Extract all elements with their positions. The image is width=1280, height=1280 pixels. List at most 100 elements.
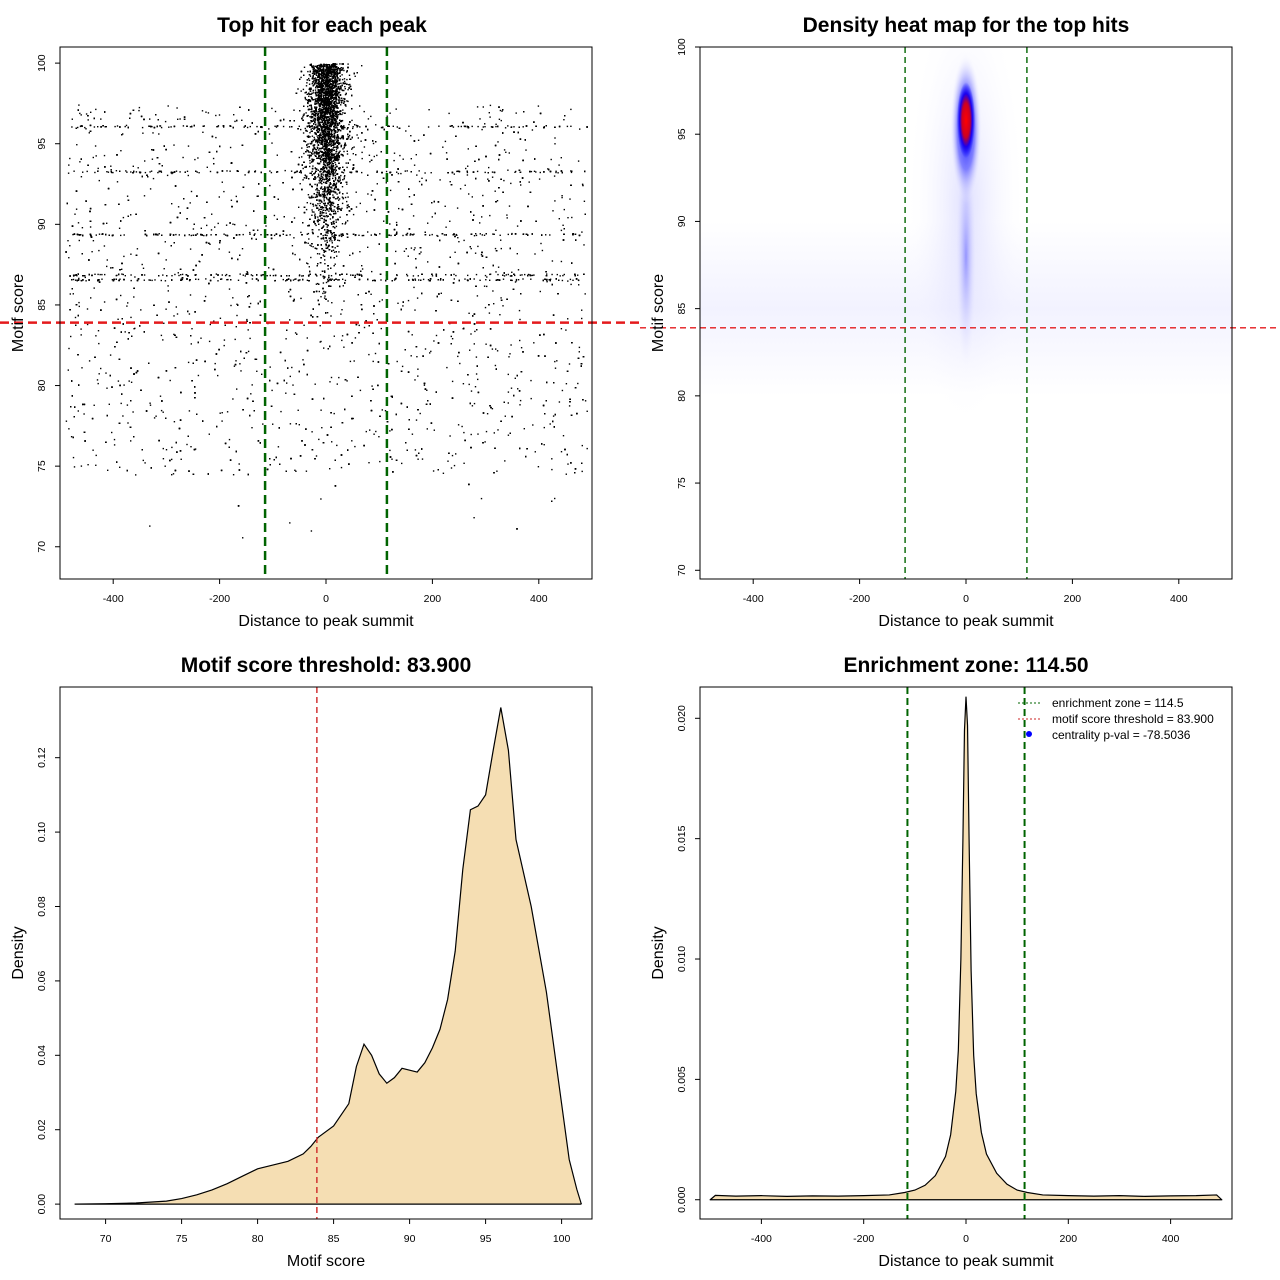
scatter-point [505,151,507,153]
scatter-point [318,290,320,293]
scatter-point [332,204,334,206]
scatter-point [280,410,282,413]
scatter-point [117,380,120,382]
scatter-point [517,279,520,281]
scatter-point [531,274,534,277]
scatter-point [320,296,322,298]
scatter-point [331,168,333,171]
scatter-point [507,402,509,404]
scatter-point [567,463,569,465]
scatter-point [275,126,278,128]
scatter-point [381,299,383,301]
scatter-point [324,263,326,265]
scatter-point [189,248,192,250]
scatter-point [429,352,431,354]
scatter-point [325,196,328,199]
scatter-point [331,232,333,235]
scatter-point [371,385,373,387]
scatter-point [313,136,315,139]
scatter-point [404,170,406,172]
scatter-point [467,274,469,277]
scatter-point [294,469,296,471]
scatter-point [313,128,315,130]
scatter-point [327,87,330,90]
scatter-point [332,177,334,180]
scatter-point [330,138,332,141]
scatter-point [242,233,244,236]
scatter-point [325,214,328,217]
scatter-point [317,124,319,126]
scatter-point [344,82,347,84]
scatter-point [313,146,315,148]
scatter-point [309,165,311,168]
scatter-point [334,171,337,173]
scatter-point [326,312,329,314]
scatter-point [429,234,431,236]
scatter-point [376,154,378,157]
scatter-point [311,135,314,137]
scatter-point [325,127,327,130]
scatter-point [346,204,348,207]
scatter-point [329,381,331,383]
scatter-point [516,225,519,227]
scatter-point [374,352,377,355]
scatter-point [315,110,318,113]
scatter-point [344,279,347,282]
scatter-point [335,183,337,186]
scatter-point [152,177,155,180]
scatter-point [169,379,171,382]
scatter-point [335,149,338,151]
scatter-point [582,184,584,186]
scatter-point [188,313,191,315]
scatter-point [316,146,319,148]
scatter-point [224,234,227,236]
scatter-point [514,281,517,283]
scatter-point [210,229,213,231]
scatter-point [344,142,346,144]
scatter-point [68,164,70,166]
scatter-point [581,444,583,447]
scatter-point [457,355,459,358]
scatter-point [100,118,102,120]
scatter-point [307,242,309,244]
scatter-point [337,113,340,116]
scatter-point [407,299,410,302]
scatter-point [160,126,163,129]
scatter-point [320,156,323,158]
scatter-point [521,274,523,276]
scatter-point [475,273,478,276]
scatter-point [308,77,310,80]
scatter-point [335,163,337,166]
scatter-point [414,247,416,249]
scatter-point [135,474,137,476]
scatter-point [323,277,325,280]
scatter-point [457,125,460,128]
scatter-point [358,324,360,327]
scatter-point [334,198,337,200]
scatter-point [571,216,573,219]
scatter-point [510,182,512,185]
scatter-point [325,138,327,140]
scatter-point [221,181,223,183]
scatter-point [566,125,569,128]
scatter-point [330,154,333,156]
scatter-point [560,260,563,263]
scatter-point [133,296,135,298]
scatter-point [389,449,391,452]
scatter-point [67,240,69,242]
scatter-point [324,64,327,66]
scatter-point [388,125,390,127]
scatter-point [546,279,548,282]
scatter-point [335,136,338,138]
scatter-point [332,106,334,108]
scatter-point [426,428,428,430]
scatter-point [326,80,329,82]
scatter-point [274,110,277,113]
scatter-point [524,273,526,276]
scatter-point [453,273,455,276]
scatter-point [303,152,305,155]
scatter-point [254,233,256,235]
scatter-point [322,215,325,217]
scatter-point [549,423,551,425]
scatter-point [328,188,331,191]
